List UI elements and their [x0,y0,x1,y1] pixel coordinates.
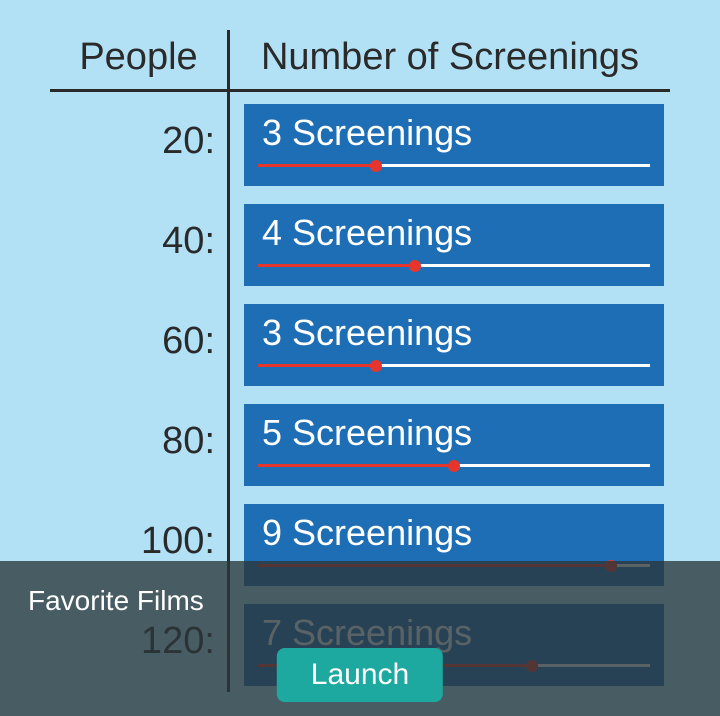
table-row: 60: 3 Screenings [50,292,670,392]
screening-slider[interactable] [258,460,650,472]
launch-button[interactable]: Launch [277,648,443,702]
table-row: 40: 4 Screenings [50,192,670,292]
screening-label: 3 Screenings [258,112,650,154]
people-label: 80: [50,392,230,492]
screening-slider[interactable] [258,360,650,372]
screening-box: 3 Screenings [244,104,664,186]
people-label: 40: [50,192,230,292]
screening-box: 3 Screenings [244,304,664,386]
screening-slider[interactable] [258,160,650,172]
screening-label: 5 Screenings [258,412,650,454]
overlay-title: Favorite Films [28,585,204,617]
slider-thumb[interactable] [448,460,460,472]
slider-thumb[interactable] [409,260,421,272]
screening-box: 5 Screenings [244,404,664,486]
table-header-row: People Number of Screenings [50,30,670,92]
slider-fill [258,264,415,267]
header-people: People [50,30,230,89]
table-row: 20: 3 Screenings [50,92,670,192]
slider-fill [258,464,454,467]
table-row: 80: 5 Screenings [50,392,670,492]
screenings-cell: 5 Screenings [230,392,670,492]
people-label: 60: [50,292,230,392]
screenings-cell: 3 Screenings [230,292,670,392]
screening-slider[interactable] [258,260,650,272]
header-screenings: Number of Screenings [230,30,670,89]
screening-box: 4 Screenings [244,204,664,286]
people-label: 20: [50,92,230,192]
screenings-cell: 4 Screenings [230,192,670,292]
slider-thumb[interactable] [370,160,382,172]
screenings-cell: 3 Screenings [230,92,670,192]
screening-label: 9 Screenings [258,512,650,554]
screening-label: 4 Screenings [258,212,650,254]
screening-label: 3 Screenings [258,312,650,354]
slider-fill [258,164,376,167]
overlay-panel: Favorite Films Launch [0,561,720,716]
slider-fill [258,364,376,367]
slider-thumb[interactable] [370,360,382,372]
